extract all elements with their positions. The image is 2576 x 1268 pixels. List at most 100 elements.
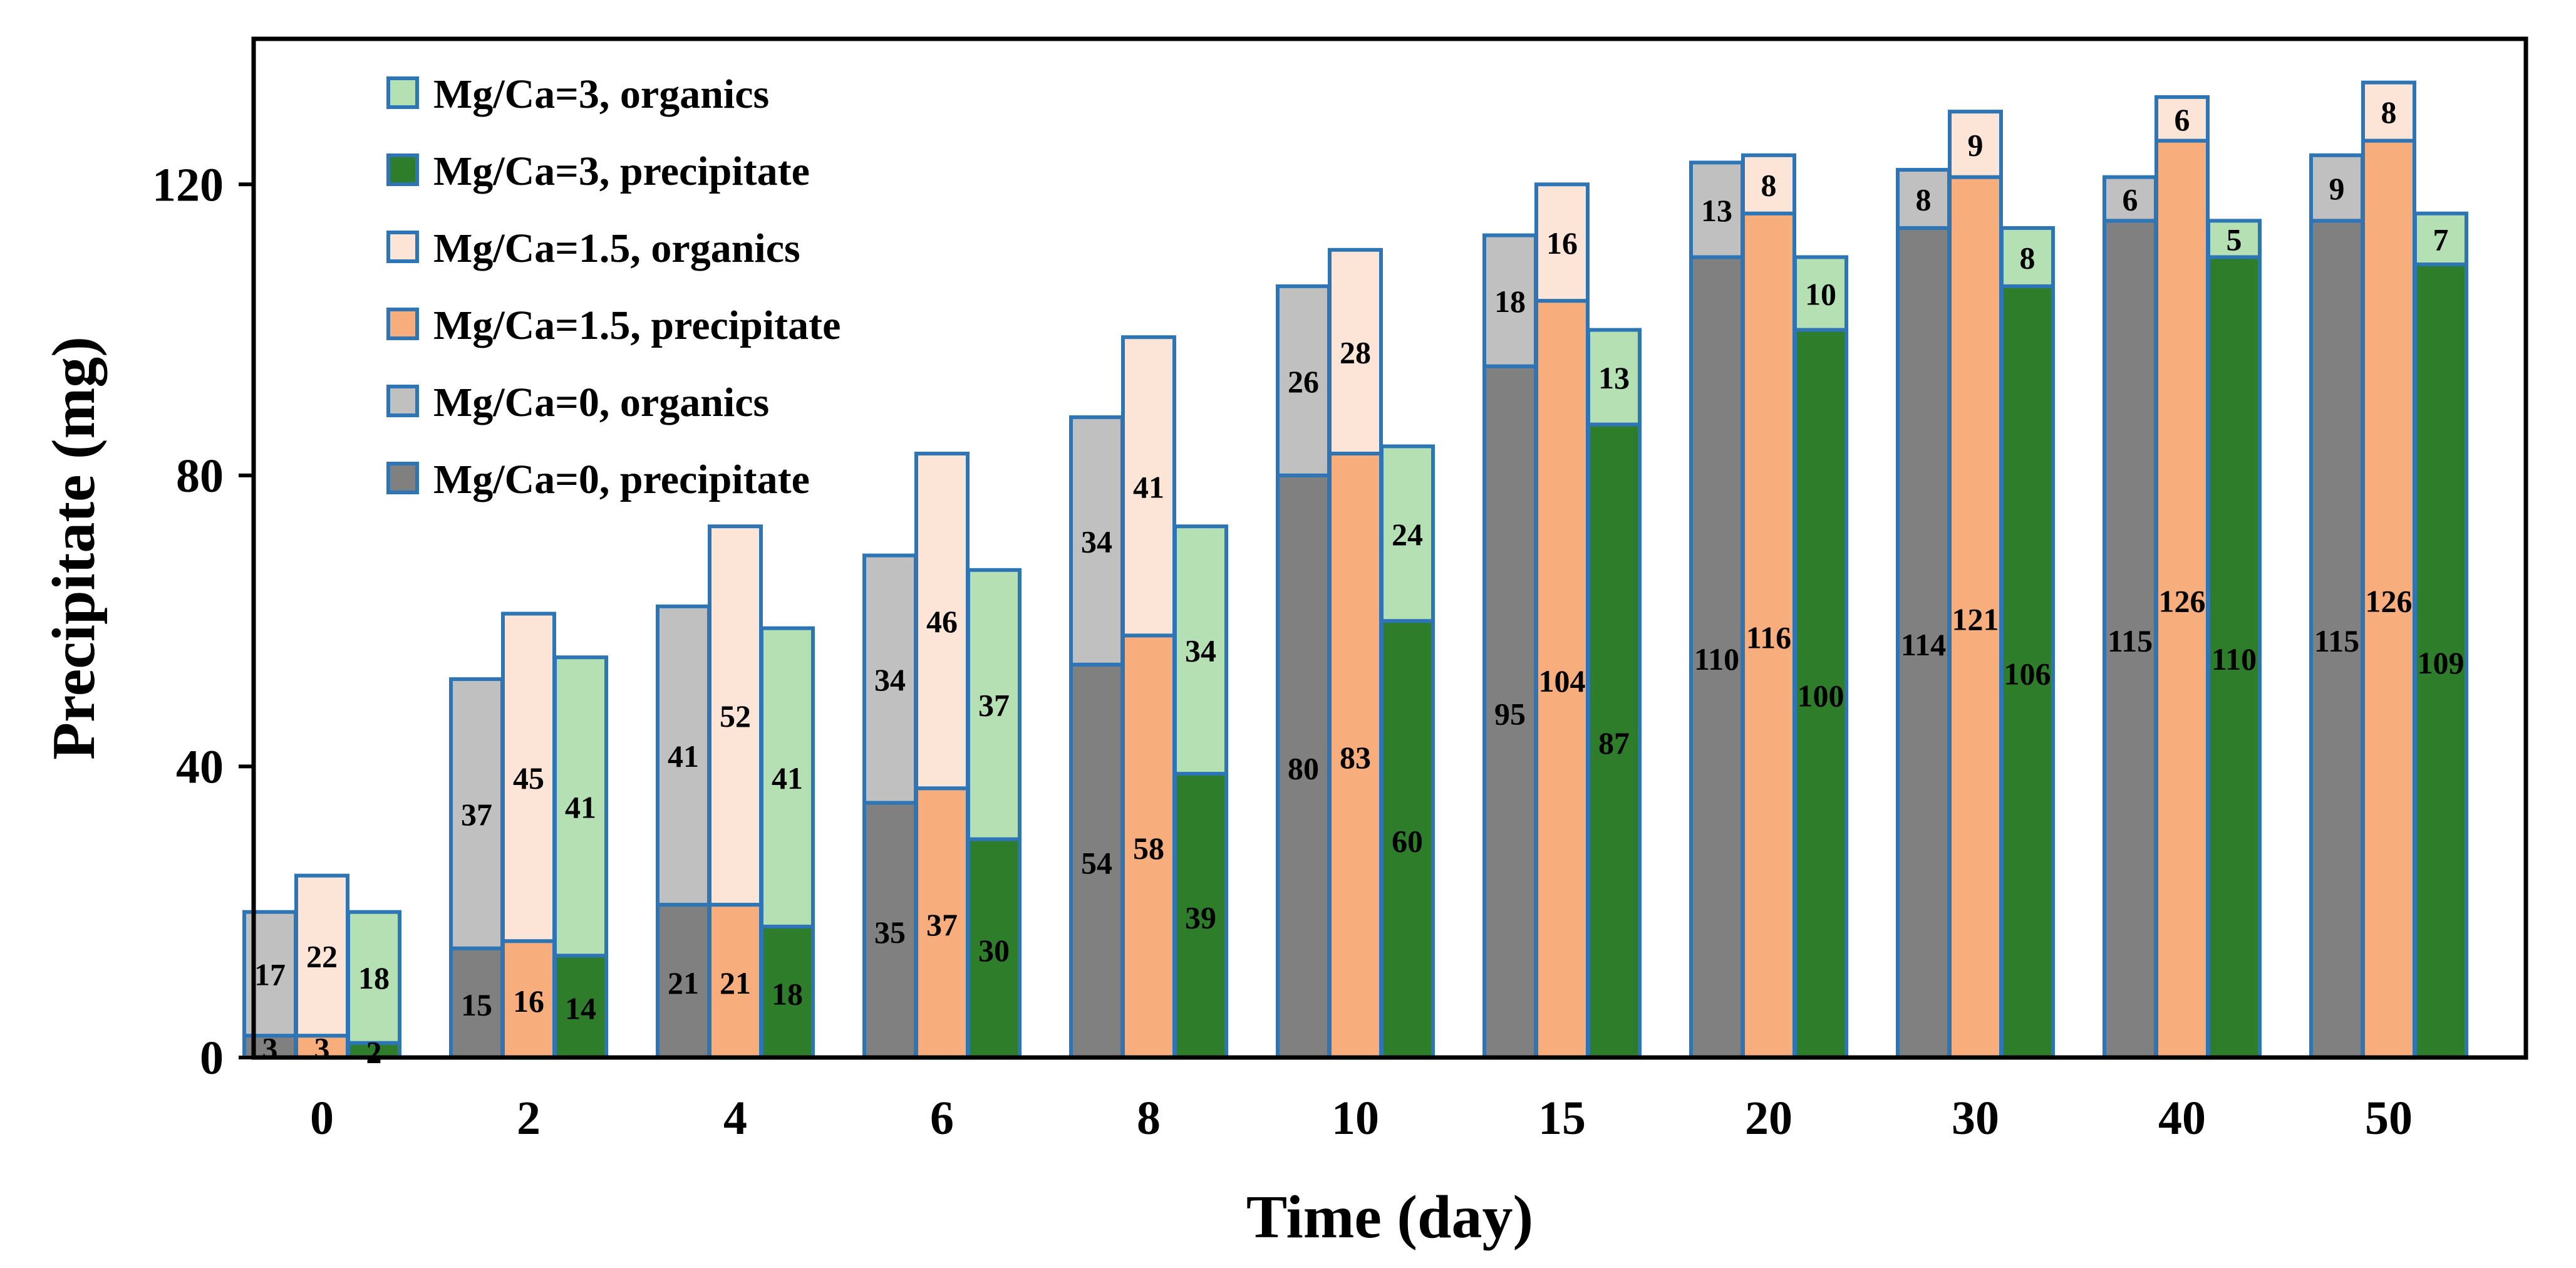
bar-mg-ca-3-organics-day-40	[2206, 219, 2262, 259]
x-tick-label-50: 50	[2365, 1092, 2413, 1145]
bar-mg-ca-3-organics-day-2	[553, 655, 608, 958]
data-label-mg-ca-1-5-precipitate-day-30: 121	[1952, 601, 1999, 637]
bar-mg-ca-1-5-organics-day-6	[914, 452, 970, 791]
data-label-mg-ca-3-organics-day-0: 18	[358, 960, 390, 995]
data-label-mg-ca-0-organics-day-4: 41	[668, 739, 699, 774]
data-labels-layer: 3173222181537164514412141215218413534374…	[254, 95, 2465, 1069]
data-label-mg-ca-1-5-precipitate-day-4: 21	[720, 965, 751, 1000]
x-axis-title: Time (day)	[1246, 1183, 1533, 1251]
legend: Mg/Ca=3, organics Mg/Ca=3, precipitate Mg/…	[386, 71, 841, 502]
data-label-mg-ca-1-5-organics-day-10: 28	[1340, 335, 1371, 370]
bar-mg-ca-3-precipitate-day-10	[1380, 619, 1435, 1059]
bar-mg-ca-3-organics-day-20	[1793, 255, 1848, 332]
bar-mg-ca-0-organics-day-8	[1069, 415, 1124, 667]
y-tick-label-80: 80	[176, 450, 224, 502]
data-label-mg-ca-1-5-precipitate-day-20: 116	[1746, 620, 1791, 655]
x-tick-label-20: 20	[1745, 1092, 1792, 1145]
legend-swatch-mg-ca-3-organics	[386, 76, 419, 109]
data-label-mg-ca-3-organics-day-40: 5	[2227, 222, 2242, 257]
data-label-mg-ca-3-organics-day-20: 10	[1805, 277, 1836, 312]
bar-mg-ca-1-5-precipitate-day-50	[2361, 138, 2416, 1060]
bar-mg-ca-1-5-precipitate-day-40	[2154, 138, 2210, 1060]
x-tick-label-2: 2	[517, 1092, 541, 1145]
data-label-mg-ca-0-organics-day-2: 37	[461, 797, 492, 832]
bar-mg-ca-1-5-organics-day-50	[2361, 80, 2416, 143]
data-label-mg-ca-0-precipitate-day-20: 110	[1694, 642, 1739, 677]
bar-mg-ca-3-precipitate-day-15	[1586, 422, 1642, 1059]
legend-label-mg-ca-0-precipitate: Mg/Ca=0, precipitate	[433, 457, 810, 502]
bar-mg-ca-0-precipitate-day-40	[2103, 219, 2158, 1059]
data-label-mg-ca-1-5-precipitate-day-6: 37	[926, 907, 958, 942]
data-label-mg-ca-1-5-organics-day-0: 22	[306, 938, 338, 974]
legend-swatch-mg-ca-1-5-organics	[386, 231, 419, 263]
bar-mg-ca-1-5-organics-day-20	[1741, 153, 1796, 216]
data-label-mg-ca-0-organics-day-6: 34	[874, 662, 906, 697]
data-label-mg-ca-3-precipitate-day-30: 106	[2004, 656, 2051, 691]
data-label-mg-ca-0-organics-day-40: 6	[2123, 182, 2138, 217]
bar-mg-ca-0-precipitate-day-4	[656, 903, 711, 1059]
y-tick-label-0: 0	[200, 1032, 224, 1084]
data-label-mg-ca-3-precipitate-day-10: 60	[1392, 824, 1423, 859]
data-label-mg-ca-0-organics-day-15: 18	[1494, 284, 1526, 319]
bar-mg-ca-3-organics-day-50	[2413, 211, 2468, 267]
bar-mg-ca-1-5-organics-day-8	[1121, 335, 1176, 638]
data-label-mg-ca-1-5-precipitate-day-50: 126	[2366, 583, 2413, 618]
x-tick-label-6: 6	[930, 1092, 954, 1145]
bar-mg-ca-0-organics-day-4	[656, 604, 711, 907]
data-label-mg-ca-0-precipitate-day-8: 54	[1081, 845, 1112, 880]
data-label-mg-ca-1-5-precipitate-day-10: 83	[1340, 740, 1371, 775]
bars-layer	[242, 80, 2468, 1060]
data-label-mg-ca-1-5-organics-day-20: 8	[1761, 167, 1777, 202]
legend-swatch-mg-ca-3-precipitate	[386, 153, 419, 186]
legend-label-mg-ca-1-5-organics: Mg/Ca=1.5, organics	[433, 226, 800, 271]
bar-mg-ca-0-precipitate-day-30	[1896, 226, 1951, 1059]
data-label-mg-ca-0-precipitate-day-30: 114	[1901, 627, 1946, 662]
bar-mg-ca-0-precipitate-day-50	[2309, 219, 2364, 1059]
data-label-mg-ca-1-5-organics-day-30: 9	[1968, 127, 1984, 162]
data-label-mg-ca-0-precipitate-day-0: 3	[262, 1031, 278, 1066]
data-label-mg-ca-1-5-organics-day-2: 45	[513, 761, 544, 796]
legend-swatch-mg-ca-0-organics	[386, 385, 419, 417]
data-label-mg-ca-3-precipitate-day-0: 2	[366, 1034, 382, 1069]
data-label-mg-ca-0-organics-day-20: 13	[1701, 193, 1732, 228]
data-label-mg-ca-3-organics-day-10: 24	[1392, 517, 1423, 552]
data-label-mg-ca-1-5-organics-day-50: 8	[2381, 95, 2397, 130]
data-label-mg-ca-0-precipitate-day-4: 21	[668, 965, 699, 1000]
data-label-mg-ca-1-5-precipitate-day-8: 58	[1133, 831, 1164, 866]
data-label-mg-ca-0-precipitate-day-10: 80	[1288, 751, 1319, 786]
data-label-mg-ca-3-precipitate-day-50: 109	[2418, 645, 2465, 680]
data-label-mg-ca-0-organics-day-30: 8	[1916, 182, 1932, 217]
data-label-mg-ca-0-precipitate-day-6: 35	[874, 915, 906, 950]
data-label-mg-ca-1-5-precipitate-day-0: 3	[314, 1031, 330, 1066]
data-label-mg-ca-3-organics-day-4: 41	[772, 761, 803, 796]
bar-mg-ca-1-5-organics-day-40	[2154, 95, 2210, 143]
bar-mg-ca-3-organics-day-6	[966, 568, 1022, 841]
bar-mg-ca-1-5-organics-day-10	[1328, 247, 1383, 456]
data-label-mg-ca-1-5-organics-day-15: 16	[1546, 226, 1578, 261]
bar-mg-ca-3-organics-day-30	[2000, 226, 2055, 288]
bar-mg-ca-1-5-organics-day-4	[708, 524, 763, 907]
data-label-mg-ca-3-organics-day-2: 41	[565, 789, 596, 824]
bar-mg-ca-1-5-precipitate-day-30	[1948, 175, 2003, 1060]
legend-label-mg-ca-1-5-precipitate: Mg/Ca=1.5, precipitate	[433, 303, 841, 348]
data-label-mg-ca-0-precipitate-day-50: 115	[2314, 623, 2359, 658]
data-label-mg-ca-1-5-organics-day-6: 46	[926, 604, 958, 639]
data-label-mg-ca-0-organics-day-0: 17	[254, 957, 286, 992]
data-label-mg-ca-3-organics-day-8: 34	[1185, 633, 1216, 668]
data-label-mg-ca-3-organics-day-15: 13	[1598, 360, 1630, 395]
bar-mg-ca-1-5-organics-day-30	[1948, 110, 2003, 179]
bar-mg-ca-0-organics-day-20	[1689, 160, 1744, 259]
bar-mg-ca-0-organics-day-15	[1482, 233, 1538, 368]
bar-mg-ca-0-organics-day-10	[1276, 284, 1331, 477]
y-tick-label-40: 40	[176, 741, 224, 793]
x-tick-label-15: 15	[1538, 1092, 1586, 1145]
data-label-mg-ca-3-organics-day-30: 8	[2020, 240, 2035, 275]
data-label-mg-ca-3-precipitate-day-15: 87	[1598, 725, 1630, 761]
data-label-mg-ca-3-precipitate-day-40: 110	[2211, 642, 2257, 677]
bar-mg-ca-3-organics-day-15	[1586, 328, 1642, 427]
legend-swatch-mg-ca-0-precipitate	[386, 462, 419, 494]
data-label-mg-ca-3-precipitate-day-2: 14	[565, 991, 596, 1026]
